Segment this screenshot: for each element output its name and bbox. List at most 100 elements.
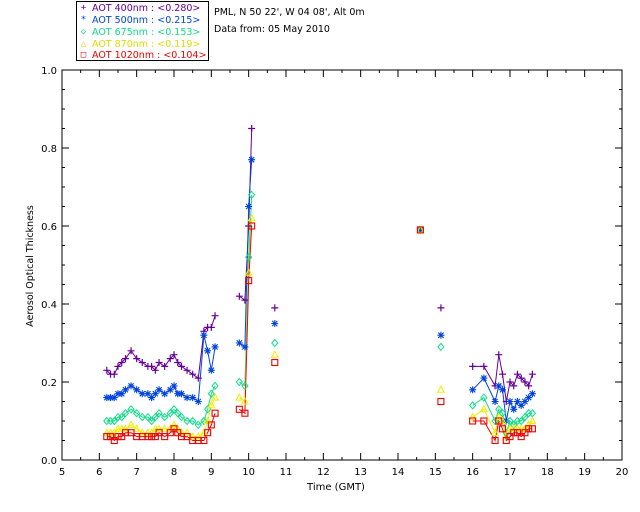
data-point (491, 398, 499, 405)
y-axis-label: Aerosol Optical Thickness (25, 205, 36, 327)
data-point (517, 374, 525, 382)
data-point (510, 405, 518, 413)
series-line (239, 159, 253, 348)
x-tick-label: 16 (466, 467, 479, 478)
data-point (166, 424, 175, 432)
x-tick-label: 8 (171, 467, 177, 478)
data-point (174, 408, 182, 418)
legend-label: AOT 400nm : <0.280> (92, 3, 201, 14)
data-point (271, 304, 279, 312)
data-point (521, 378, 529, 386)
data-point (169, 420, 179, 428)
data-point (469, 417, 477, 425)
data-point (506, 433, 514, 441)
data-point (177, 428, 186, 436)
data-point (240, 396, 249, 405)
series-lines (106, 128, 533, 442)
data-point (521, 398, 529, 405)
data-point (211, 343, 219, 351)
data-point (138, 412, 146, 422)
x-tick-label: 19 (578, 467, 591, 478)
data-point (207, 323, 215, 331)
data-point (133, 386, 141, 394)
data-point (495, 351, 503, 359)
data-point (127, 382, 135, 390)
data-point (160, 424, 169, 432)
data-point (513, 398, 521, 405)
data-point (151, 390, 159, 398)
data-point (177, 412, 186, 422)
data-point (114, 362, 122, 370)
data-point (188, 432, 197, 440)
data-point (199, 428, 208, 436)
legend-symbol-icon: + (80, 3, 87, 13)
x-tick-label: 18 (541, 467, 554, 478)
x-tick-label: 20 (616, 467, 629, 478)
data-point (121, 355, 129, 363)
data-point (151, 433, 159, 441)
data-point (118, 359, 126, 366)
data-point (469, 362, 477, 370)
data-point (271, 358, 279, 367)
data-point (235, 393, 244, 401)
data-point (166, 386, 174, 394)
data-point (211, 409, 219, 417)
data-point (173, 424, 182, 432)
data-point (506, 398, 514, 405)
data-point (506, 378, 514, 386)
data-point (207, 366, 215, 374)
data-point (138, 359, 146, 366)
data-point (183, 394, 191, 402)
data-point (235, 405, 243, 413)
legend-symbol-icon: ◇ (80, 27, 87, 37)
data-point (204, 347, 212, 355)
data-point (166, 355, 174, 363)
data-point (138, 390, 146, 398)
data-point (155, 386, 163, 394)
data-point (520, 424, 529, 432)
x-axis-label: Time (GMT) (306, 482, 365, 493)
data-point (502, 417, 510, 425)
data-point (241, 343, 249, 351)
data-point (204, 429, 212, 437)
data-point (480, 393, 488, 402)
data-point (479, 404, 488, 413)
x-tick-label: 7 (133, 467, 139, 478)
legend-label: AOT 870nm : <0.119> (92, 39, 201, 50)
data-point (147, 428, 156, 436)
data-point (161, 412, 169, 422)
data-point (510, 382, 518, 390)
x-tick-label: 5 (59, 467, 65, 478)
x-tick-label: 11 (280, 467, 293, 478)
data-point (436, 385, 445, 393)
x-tick-label: 9 (208, 467, 214, 478)
data-point (469, 401, 477, 410)
data-point (502, 432, 511, 440)
data-point (248, 156, 256, 164)
data-point (211, 393, 220, 401)
x-tick-label: 17 (504, 467, 517, 478)
data-point (147, 416, 156, 426)
data-point (194, 374, 202, 382)
data-point (161, 362, 169, 370)
data-point (110, 394, 118, 402)
y-tick-label: 0.4 (41, 300, 57, 311)
data-point (235, 339, 243, 347)
data-point (271, 338, 279, 348)
y-tick-label: 0.6 (41, 222, 57, 233)
data-point (144, 433, 152, 441)
data-point (183, 416, 191, 426)
data-point (118, 412, 126, 422)
data-point (203, 416, 212, 424)
data-point (499, 370, 507, 378)
data-point (183, 433, 191, 441)
data-point (498, 416, 507, 424)
data-point (437, 397, 445, 406)
legend-item-1020nm: □ AOT 1020nm : <0.104> (79, 50, 207, 61)
data-point (480, 374, 488, 382)
data-point (245, 203, 253, 210)
data-point (494, 412, 503, 421)
legend-symbol-icon: △ (80, 39, 87, 49)
data-point (235, 292, 243, 300)
